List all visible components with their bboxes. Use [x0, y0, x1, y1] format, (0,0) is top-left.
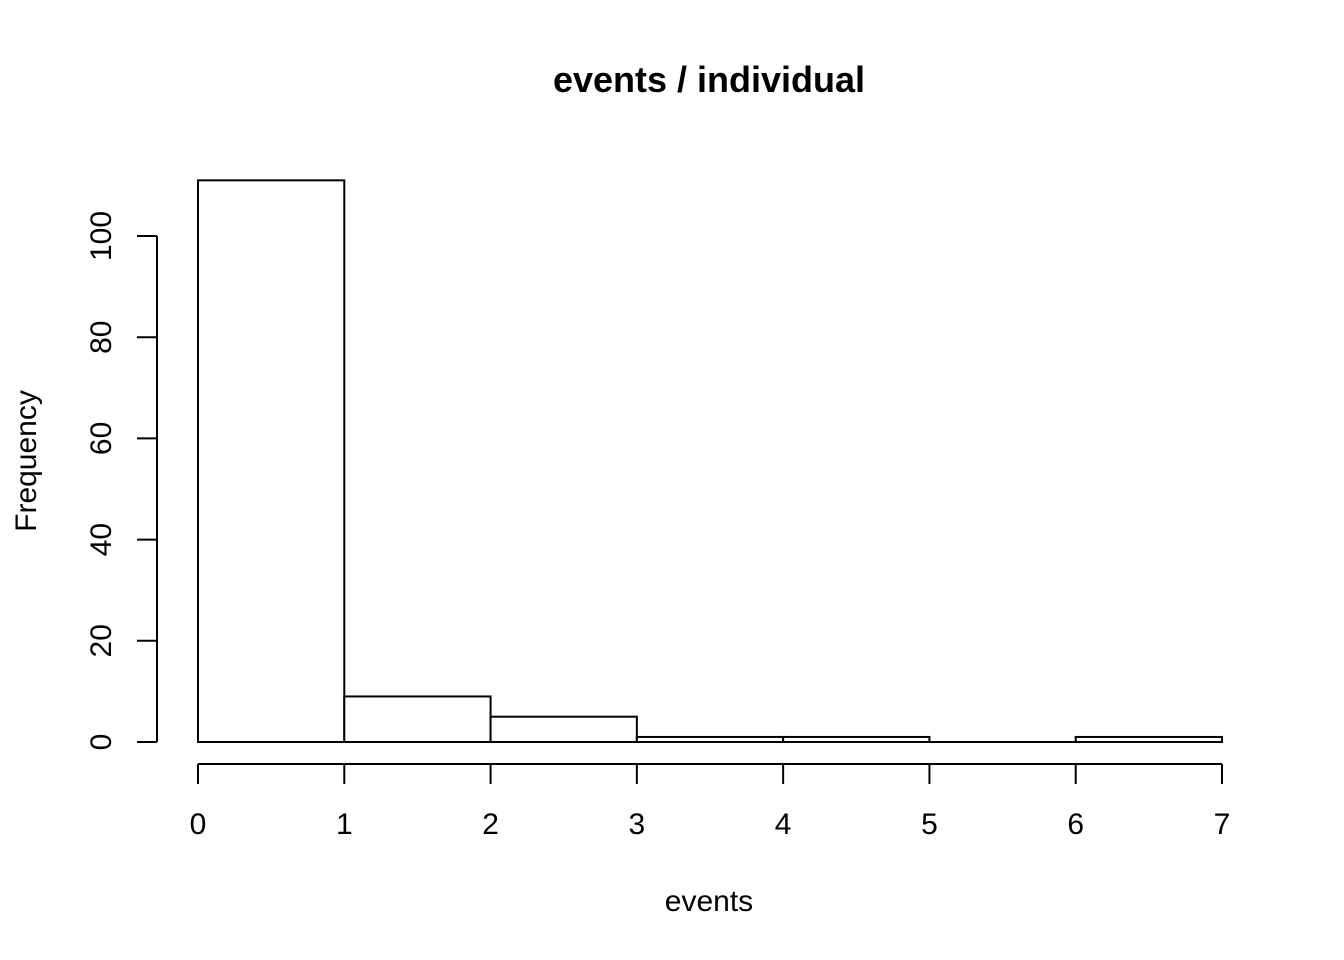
histogram-bar — [197, 179, 346, 743]
chart-title: events / individual — [553, 59, 865, 100]
x-tick-label: 7 — [1214, 808, 1231, 841]
y-tick-label: 20 — [85, 624, 118, 657]
y-tick-label: 100 — [85, 211, 118, 261]
y-axis-label: Frequency — [10, 390, 43, 532]
histogram-bar — [489, 715, 638, 744]
histogram-bar — [343, 695, 492, 744]
y-tick-label: 40 — [85, 523, 118, 556]
y-tick-label: 80 — [85, 321, 118, 354]
y-axis: 0 20 40 60 80 100 — [85, 211, 158, 751]
x-tick-label: 5 — [921, 808, 938, 841]
y-tick-label: 60 — [85, 422, 118, 455]
x-tick-label: 1 — [336, 808, 353, 841]
x-tick-label: 2 — [482, 808, 499, 841]
x-tick-label: 6 — [1067, 808, 1084, 841]
x-tick-label: 0 — [190, 808, 207, 841]
x-tick-label: 3 — [629, 808, 646, 841]
x-axis: 0 1 2 3 4 5 6 7 — [190, 763, 1231, 841]
x-tick-label: 4 — [775, 808, 792, 841]
y-tick-label: 0 — [85, 734, 118, 751]
bars-group — [197, 179, 1223, 744]
x-axis-label: events — [665, 885, 753, 918]
